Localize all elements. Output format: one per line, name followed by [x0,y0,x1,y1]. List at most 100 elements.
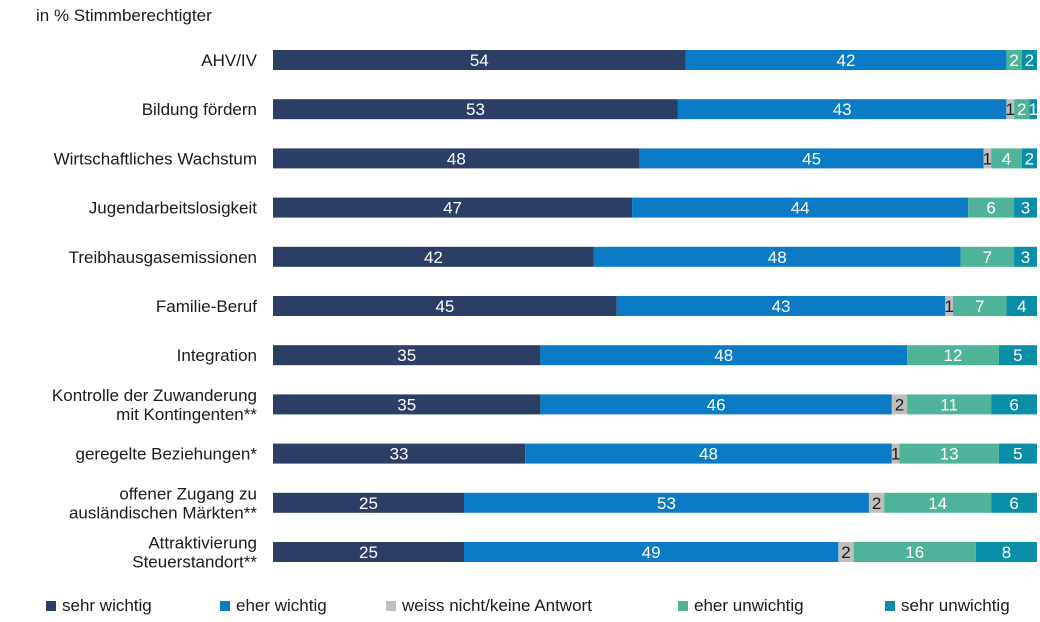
bar-segment [685,50,1007,70]
data-label: 3 [1021,248,1030,267]
data-label: 44 [791,199,810,218]
data-label: 42 [424,248,443,267]
data-label: 2 [1009,51,1018,70]
bar-segment [960,246,1015,267]
data-label: 13 [940,445,959,464]
legend-swatch [386,601,396,611]
bar-segment [899,443,999,464]
data-label: 2 [1025,149,1034,168]
bar-segment [853,542,976,562]
bar-segment [464,542,839,562]
bar-segment [1006,296,1037,316]
data-label: 5 [1013,346,1022,365]
data-label: 6 [1009,395,1018,414]
data-label: 42 [837,51,856,70]
bar-segment [884,492,992,513]
bar-segment [616,296,946,316]
legend-item: weiss nicht/keine Antwort [386,596,592,616]
data-label: 2 [895,395,904,414]
data-label: 43 [833,100,852,119]
legend-item: sehr unwichtig [885,596,1010,616]
data-label: 33 [390,445,409,464]
category-label: AHV/IV [201,51,257,70]
data-label: 54 [470,51,489,70]
data-label: 2 [841,543,850,562]
legend-item: sehr wichtig [46,596,152,616]
bar-segment [998,345,1037,366]
legend-label: weiss nicht/keine Antwort [402,596,592,615]
data-label: 1 [983,149,992,168]
data-label: 5 [1013,445,1022,464]
bar-segment [273,345,541,366]
bar-segment [677,99,1007,120]
data-label: 3 [1021,199,1030,218]
bar-segment [273,148,640,169]
data-label: 6 [1009,494,1018,513]
category-label: Kontrolle der Zuwanderung mit Kontingente… [52,386,257,424]
bar-segment [273,542,464,562]
bar-segment [952,296,1007,316]
bar-segment [838,542,854,562]
bar-segment [273,296,617,316]
data-label: 48 [768,248,787,267]
data-label: 11 [940,395,958,414]
data-label: 2 [1025,51,1034,70]
category-label: Attraktivierung Steuerstandort** [132,534,257,572]
data-label: 1 [944,297,953,316]
data-label: 53 [657,494,676,513]
data-label: 6 [986,199,995,218]
data-label: 25 [359,494,378,513]
data-label: 16 [905,543,924,562]
legend-label: eher unwichtig [694,596,804,615]
data-label: 45 [802,149,821,168]
category-label: geregelte Beziehungen* [76,445,258,464]
bar-segment [593,246,961,267]
bar-segment [991,394,1037,415]
data-label: 48 [699,445,718,464]
bar-segment [991,148,1022,169]
bar-segment [1014,197,1037,218]
category-label: Jugendarbeitslosigkeit [89,199,257,218]
bar-segment [891,443,900,464]
legend: sehr wichtig eher wichtig weiss nicht/kein… [0,596,1040,622]
data-label: 46 [707,395,726,414]
category-label: Bildung fördern [142,100,257,119]
category-label: offener Zugang zu ausländischen Märkten** [69,484,257,522]
category-label: Treibhausgasemissionen [69,248,257,267]
bar-segment [975,542,1037,562]
bar-segment [273,197,633,218]
bar-segment [273,246,594,267]
data-label: 49 [642,543,661,562]
data-label: 35 [397,395,416,414]
bar-segment [998,443,1037,464]
data-label: 4 [1017,297,1026,316]
bar-segment [1014,246,1037,267]
bar-segment [639,148,984,169]
data-label: 2 [1017,100,1026,119]
data-label: 2 [872,494,881,513]
legend-swatch [678,601,688,611]
bar-segment [525,443,892,464]
bar-segment [273,99,678,120]
bar-segment [907,394,992,415]
legend-label: eher wichtig [236,596,327,615]
bar-segment [273,394,541,415]
data-label: 53 [466,100,485,119]
bar-segment [464,492,869,513]
data-label: 4 [1002,149,1011,168]
data-label: 45 [435,297,454,316]
data-label: 25 [359,543,378,562]
data-label: 43 [772,297,791,316]
data-label: 48 [447,149,466,168]
bar-segment [273,492,464,513]
legend-swatch [885,601,895,611]
data-label: 8 [1002,543,1011,562]
bar-segment [945,296,953,316]
category-label: Integration [177,346,257,365]
data-label: 12 [943,346,962,365]
data-label: 7 [975,297,984,316]
data-label: 48 [714,346,733,365]
bar-segment [1021,50,1037,70]
bar-segment [273,443,526,464]
